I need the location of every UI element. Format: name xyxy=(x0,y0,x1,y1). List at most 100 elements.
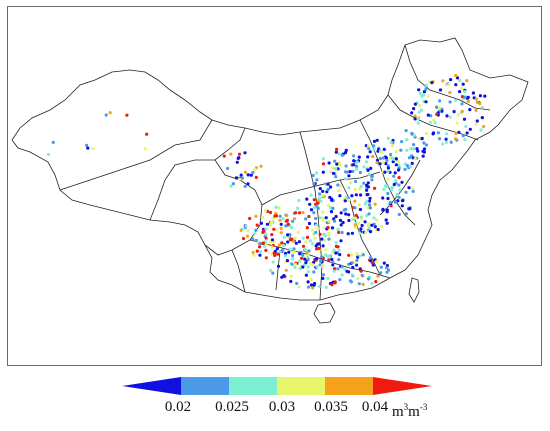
station-point xyxy=(297,198,301,203)
station-point xyxy=(331,206,335,210)
station-point xyxy=(398,188,402,192)
station-point xyxy=(372,216,376,220)
station-point xyxy=(385,270,389,274)
station-point xyxy=(296,230,300,234)
station-point xyxy=(241,236,246,241)
station-point xyxy=(314,230,318,234)
station-point xyxy=(370,174,374,178)
station-point xyxy=(318,216,322,220)
station-point xyxy=(358,207,362,212)
station-point xyxy=(365,214,369,218)
station-point xyxy=(351,169,355,173)
station-point xyxy=(404,129,408,133)
station-point xyxy=(373,186,377,190)
station-point xyxy=(355,160,359,164)
station-point xyxy=(338,163,342,167)
station-point xyxy=(252,253,256,257)
station-point xyxy=(239,173,243,177)
station-points xyxy=(46,74,487,290)
station-point xyxy=(483,94,487,98)
station-point xyxy=(465,96,469,100)
station-point xyxy=(389,188,394,192)
station-point xyxy=(347,253,351,257)
station-point xyxy=(334,251,338,255)
station-point xyxy=(365,199,369,204)
station-point xyxy=(305,197,309,201)
station-point xyxy=(279,231,283,235)
station-point xyxy=(277,206,281,210)
station-point xyxy=(378,156,383,161)
station-point xyxy=(386,136,390,140)
station-point xyxy=(380,224,384,229)
station-point xyxy=(378,162,382,166)
station-point xyxy=(433,121,437,125)
station-point xyxy=(385,266,389,270)
station-point xyxy=(352,159,356,163)
station-point xyxy=(340,265,344,269)
station-point xyxy=(231,182,235,186)
station-point xyxy=(350,194,354,198)
station-point xyxy=(304,273,308,277)
station-point xyxy=(332,269,336,273)
station-point xyxy=(286,233,290,237)
station-point xyxy=(290,257,295,261)
station-point xyxy=(305,251,309,255)
station-point xyxy=(324,216,328,220)
station-point xyxy=(297,285,301,289)
station-point xyxy=(310,228,314,232)
station-point xyxy=(347,213,351,217)
station-point xyxy=(417,137,421,141)
station-point xyxy=(327,219,331,223)
station-point xyxy=(353,187,357,191)
station-point xyxy=(350,273,354,277)
station-point xyxy=(438,137,442,141)
station-point xyxy=(359,184,363,189)
station-point xyxy=(264,232,268,236)
station-point xyxy=(317,284,321,288)
station-point xyxy=(326,187,330,191)
station-point xyxy=(251,250,255,255)
station-point xyxy=(324,248,328,252)
station-point xyxy=(382,147,386,151)
station-point xyxy=(370,178,374,182)
station-point xyxy=(337,189,341,193)
station-point xyxy=(393,171,397,175)
station-point xyxy=(437,106,442,110)
station-point xyxy=(308,261,312,265)
station-point xyxy=(461,134,465,138)
station-point xyxy=(336,227,340,231)
station-point xyxy=(376,274,380,278)
station-point xyxy=(362,165,366,169)
station-point xyxy=(321,170,325,174)
station-point xyxy=(251,237,255,241)
station-point xyxy=(327,161,331,165)
station-point xyxy=(363,202,367,206)
station-point xyxy=(458,90,462,94)
station-point xyxy=(293,236,297,240)
station-point xyxy=(308,202,312,206)
station-point xyxy=(309,208,314,212)
station-point xyxy=(474,97,478,101)
station-point xyxy=(297,211,302,215)
station-point xyxy=(322,233,326,237)
station-point xyxy=(356,276,360,281)
station-point xyxy=(285,259,290,263)
station-point xyxy=(254,228,258,232)
station-point xyxy=(325,190,329,194)
station-point xyxy=(281,217,285,221)
station-point xyxy=(253,167,257,171)
station-point xyxy=(360,223,364,228)
station-point xyxy=(347,186,351,190)
station-point xyxy=(333,159,337,163)
station-point xyxy=(345,269,349,273)
station-point xyxy=(258,253,262,257)
station-point xyxy=(226,166,230,171)
station-point xyxy=(287,250,291,254)
station-point xyxy=(370,223,374,227)
station-point xyxy=(386,177,390,181)
station-point xyxy=(294,241,298,245)
station-point xyxy=(394,150,398,154)
station-point xyxy=(409,147,413,151)
station-point xyxy=(361,253,365,257)
station-point xyxy=(339,184,343,188)
